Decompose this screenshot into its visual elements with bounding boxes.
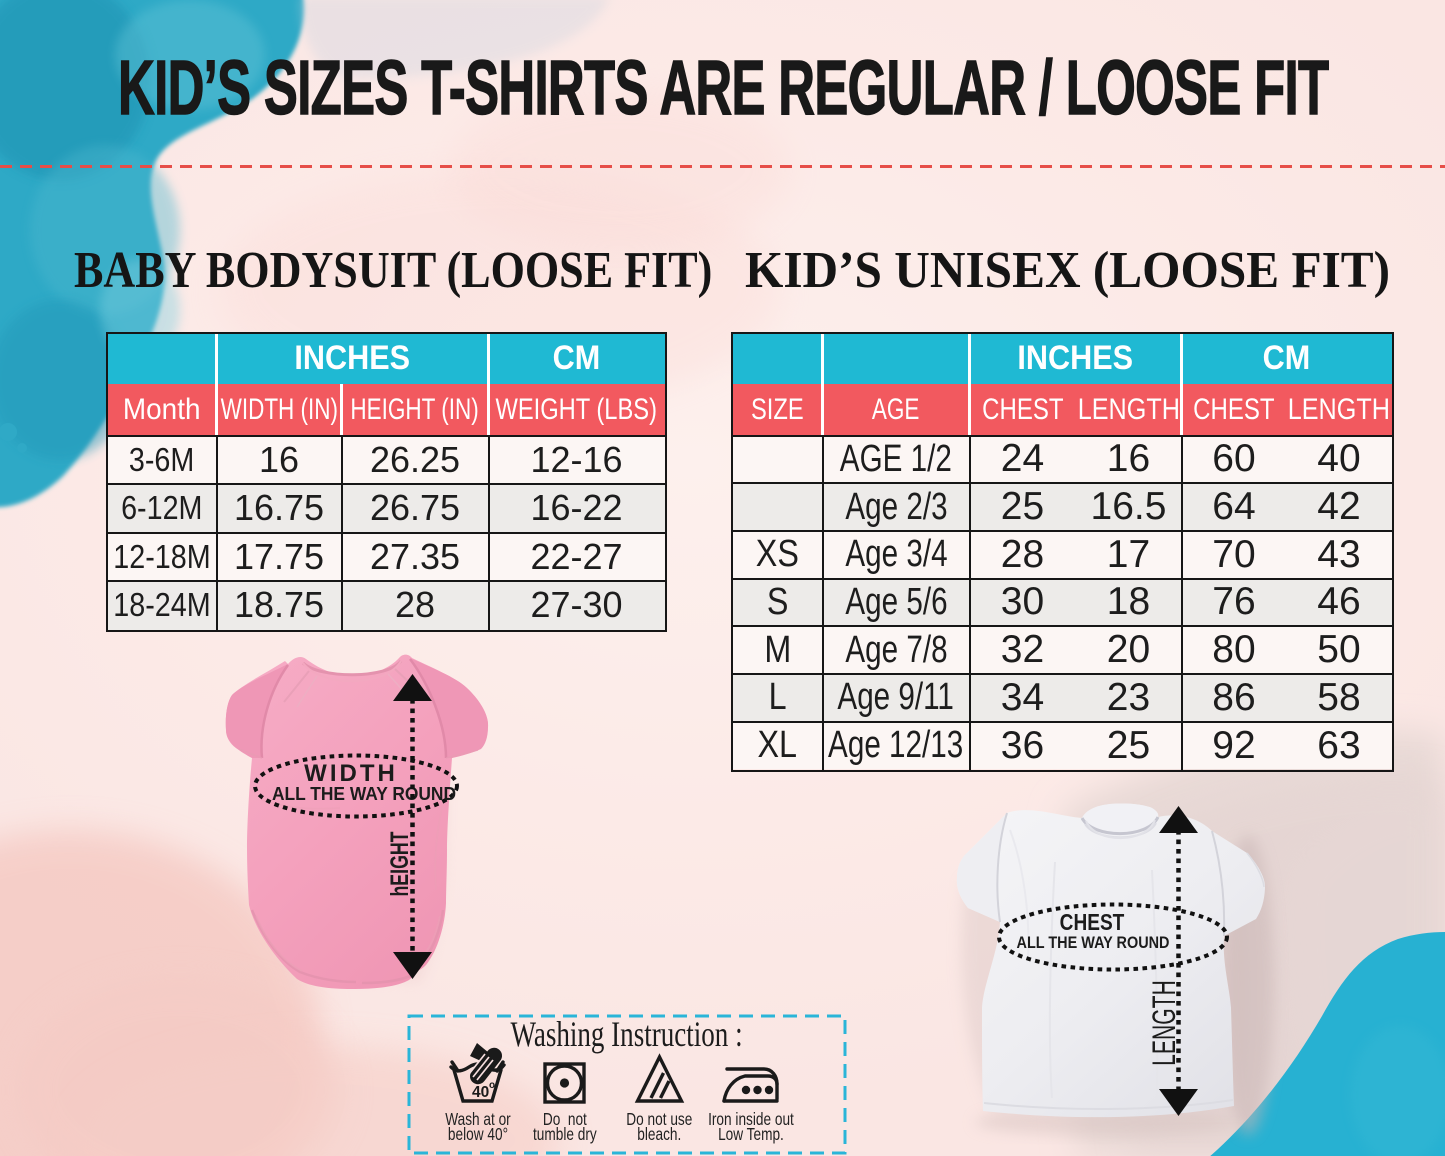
svg-text:ALL THE WAY ROUND: ALL THE WAY ROUND: [1017, 934, 1170, 952]
svg-text:o: o: [489, 1080, 495, 1091]
svg-text:WIDTH: WIDTH: [304, 760, 398, 787]
svg-text:ALL THE WAY ROUND: ALL THE WAY ROUND: [272, 784, 456, 805]
svg-text:hEIGHT: hEIGHT: [385, 831, 414, 896]
svg-text:40: 40: [472, 1084, 489, 1101]
svg-text:CHEST: CHEST: [1060, 910, 1125, 935]
svg-text:LENGTH: LENGTH: [1145, 980, 1182, 1066]
